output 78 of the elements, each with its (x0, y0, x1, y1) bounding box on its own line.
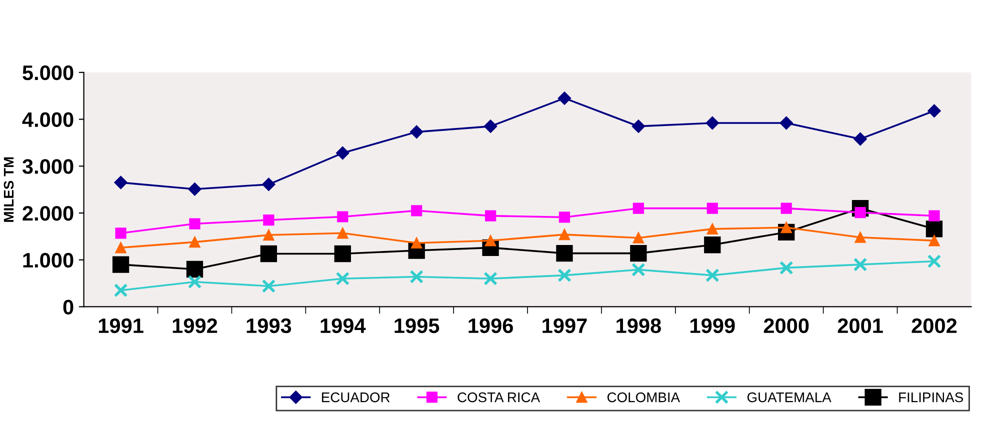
point (263, 214, 274, 226)
point (411, 205, 422, 216)
legend-label: COLOMBIA (607, 392, 680, 402)
legend-label: FILIPINAS (899, 392, 964, 402)
point (188, 182, 202, 196)
point (704, 236, 721, 254)
point (188, 274, 202, 289)
x-tick-label: 1994 (320, 318, 366, 334)
point (556, 244, 573, 262)
point (928, 104, 941, 118)
point (262, 178, 276, 192)
point (632, 232, 644, 244)
x-tick-label: 2000 (764, 318, 809, 334)
point (484, 210, 496, 222)
point (410, 125, 424, 139)
point (558, 268, 572, 282)
point (336, 272, 350, 286)
point (112, 256, 130, 273)
point (114, 283, 128, 298)
x-tick-label: 2001 (838, 318, 883, 334)
point (558, 229, 570, 240)
point (630, 244, 647, 262)
point (853, 258, 868, 272)
legend-label: GUATEMALA (747, 392, 832, 402)
point (780, 202, 792, 214)
y-tick-label: 2.000 (22, 206, 74, 221)
x-tick-label: 1998 (616, 318, 661, 334)
point (260, 245, 278, 262)
x-tick-label: 1999 (690, 318, 735, 334)
point (928, 235, 940, 246)
y-tick-label: 0 (63, 300, 74, 314)
point (558, 212, 570, 223)
point (262, 279, 276, 294)
point (115, 242, 126, 254)
legend-label: ECUADOR (322, 392, 390, 402)
point (189, 236, 200, 248)
x-tick-label: 1991 (98, 318, 144, 334)
point (336, 146, 350, 160)
point (632, 120, 646, 133)
x-tick-label: 1997 (542, 318, 587, 334)
y-tick-label: 5.000 (22, 65, 74, 80)
point (337, 211, 348, 222)
point (558, 92, 572, 105)
point (411, 237, 422, 249)
x-tick-label: 1995 (394, 318, 440, 334)
x-tick-label: 1992 (172, 318, 218, 334)
point (484, 120, 498, 133)
point (410, 270, 424, 284)
point (334, 245, 351, 262)
point (631, 262, 646, 277)
point (779, 260, 794, 275)
y-axis-title: MILES TM (4, 157, 14, 222)
point (263, 229, 274, 241)
x-tick-label: 1993 (246, 318, 292, 334)
x-tick-label: 1996 (468, 318, 513, 334)
point (706, 116, 719, 130)
point (484, 272, 498, 286)
point (705, 268, 720, 282)
point (926, 220, 943, 238)
point (780, 116, 793, 130)
point (706, 223, 718, 234)
y-tick-label: 3.000 (22, 159, 74, 174)
point (927, 254, 942, 268)
y-tick-label: 4.000 (22, 112, 74, 128)
point (186, 260, 204, 278)
point (484, 235, 496, 246)
point (632, 202, 644, 214)
point (115, 228, 126, 239)
point (189, 218, 200, 230)
point (337, 228, 348, 239)
point (706, 202, 718, 214)
point (854, 132, 867, 146)
point (928, 210, 940, 222)
point (854, 232, 866, 243)
legend-label: COSTA RICA (458, 392, 540, 402)
point (114, 176, 128, 190)
y-tick-label: 1.000 (23, 252, 74, 268)
x-tick-label: 2002 (912, 318, 957, 334)
